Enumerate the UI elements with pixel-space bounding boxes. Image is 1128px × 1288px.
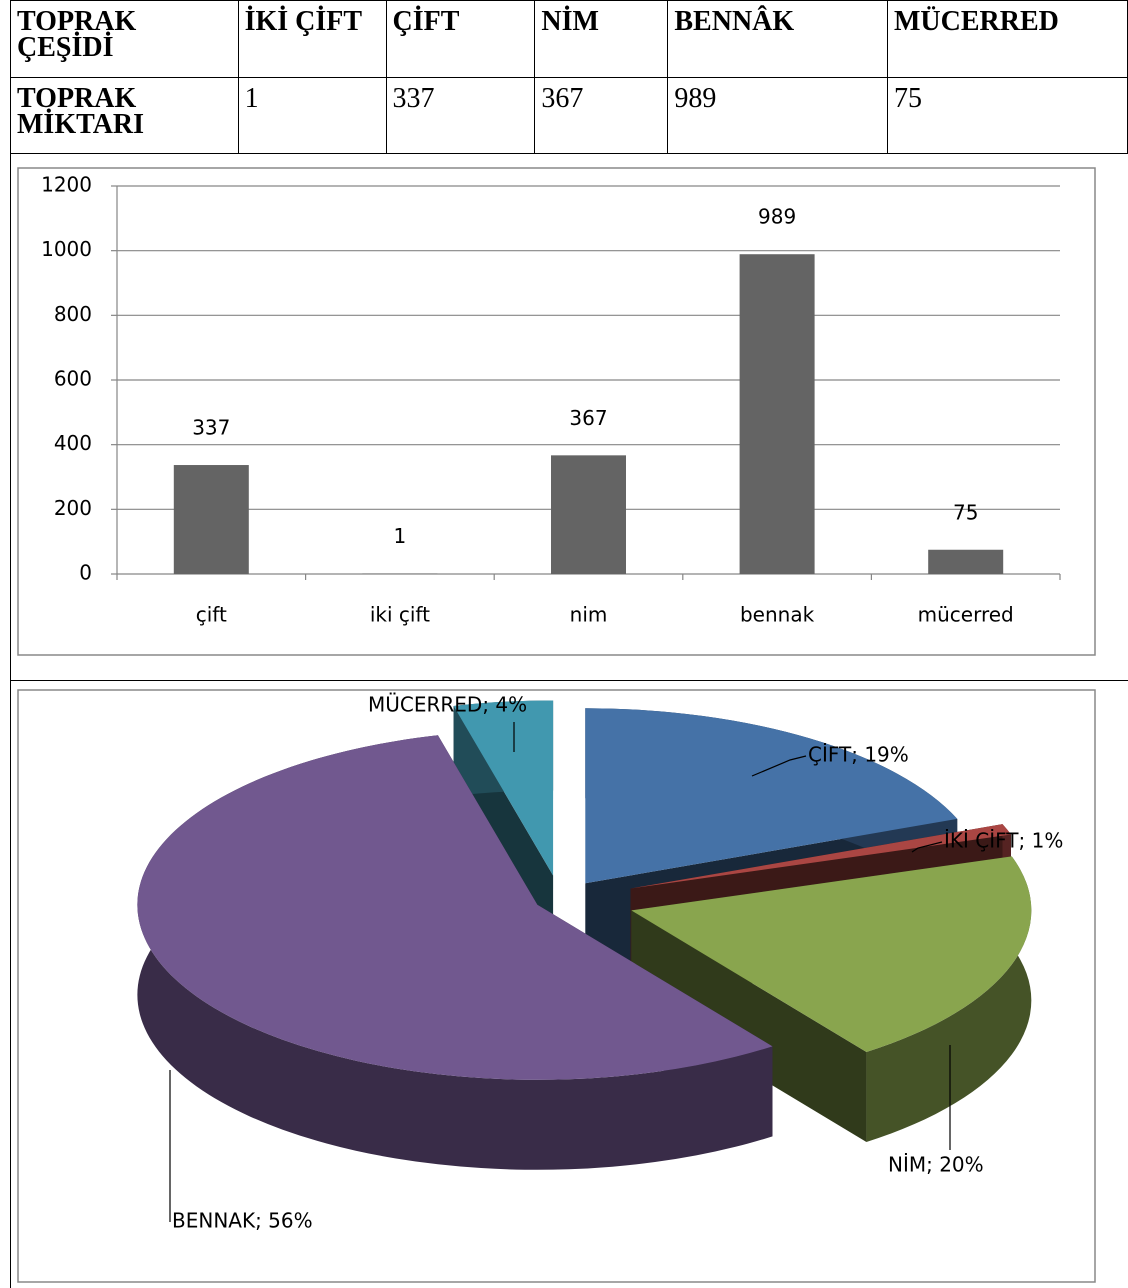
data-table: TOPRAK ÇEŞİDİ İKİ ÇİFT ÇİFT NİM BENNÂK MÜCERR… (10, 0, 1128, 154)
leader-line (911, 841, 943, 853)
y-tick-label: 1000 (41, 237, 92, 261)
y-tick-label: 800 (54, 302, 92, 326)
y-tick-label: 200 (54, 496, 92, 520)
pie-label: ÇİFT; 19% (808, 743, 909, 767)
slice-edge (866, 856, 1032, 1143)
pie-slice (631, 856, 1032, 1053)
table-cell: 1 (237, 77, 387, 154)
data-label: 337 (192, 416, 230, 440)
x-tick-label: çift (196, 603, 227, 627)
pie-label: MÜCERRED; 4% (368, 693, 527, 717)
data-label: 989 (758, 205, 796, 229)
data-label: 1 (394, 524, 407, 548)
x-tick-label: bennak (740, 603, 815, 627)
table-cell: 75 (886, 77, 1128, 154)
bar (928, 549, 1004, 574)
pie-slice (137, 735, 773, 1080)
pie-label: BENNAK; 56% (172, 1209, 313, 1233)
pie-tops (137, 700, 1032, 1080)
table-cell: 367 (534, 77, 669, 154)
pie-slice (453, 700, 554, 876)
pie-slice (630, 824, 1011, 889)
x-tick-label: iki çift (370, 603, 430, 627)
bar (551, 455, 626, 574)
bar (173, 465, 249, 574)
data-label: 75 (953, 500, 978, 524)
y-tick-label: 600 (54, 367, 92, 391)
pie-label: NİM; 20% (888, 1153, 984, 1177)
table-cell: TOPRAK ÇEŞİDİ (10, 0, 239, 78)
pie-chart-area (17, 689, 1096, 1283)
table-cell: NİM (534, 0, 669, 78)
table-cell: TOPRAK MİKTARI (10, 77, 239, 154)
x-tick-label: mücerred (918, 603, 1014, 627)
table-cell: 989 (667, 77, 888, 154)
bar-chart-area (17, 167, 1096, 656)
header-row: TOPRAK ÇEŞİDİ İKİ ÇİFT ÇİFT NİM BENNÂK MÜCERR… (10, 0, 1128, 78)
pie-frame (10, 680, 1128, 1288)
bar-frame (10, 153, 1128, 680)
bar (739, 254, 815, 574)
table-cell: BENNÂK (667, 0, 888, 78)
table-cell: MÜCERRED (886, 0, 1128, 78)
pie-slice (585, 708, 958, 884)
x-tick-label: nim (570, 603, 608, 627)
y-tick-label: 400 (54, 431, 92, 455)
y-tick-label: 1200 (41, 173, 92, 197)
leader-line (751, 755, 807, 777)
data-label: 367 (569, 406, 607, 430)
pie-label: İKİ ÇİFT; 1% (944, 829, 1063, 853)
table-cell: ÇİFT (385, 0, 536, 78)
data-row: TOPRAK MİKTARI 1 337 367 989 75 (10, 77, 1128, 154)
slice-side (631, 910, 867, 1143)
y-tick-label: 0 (79, 561, 92, 585)
